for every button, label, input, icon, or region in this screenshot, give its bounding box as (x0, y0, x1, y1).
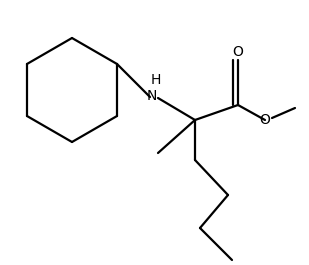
Text: O: O (233, 45, 243, 59)
Text: O: O (260, 113, 270, 127)
Text: H: H (151, 73, 161, 87)
Text: N: N (147, 89, 157, 103)
